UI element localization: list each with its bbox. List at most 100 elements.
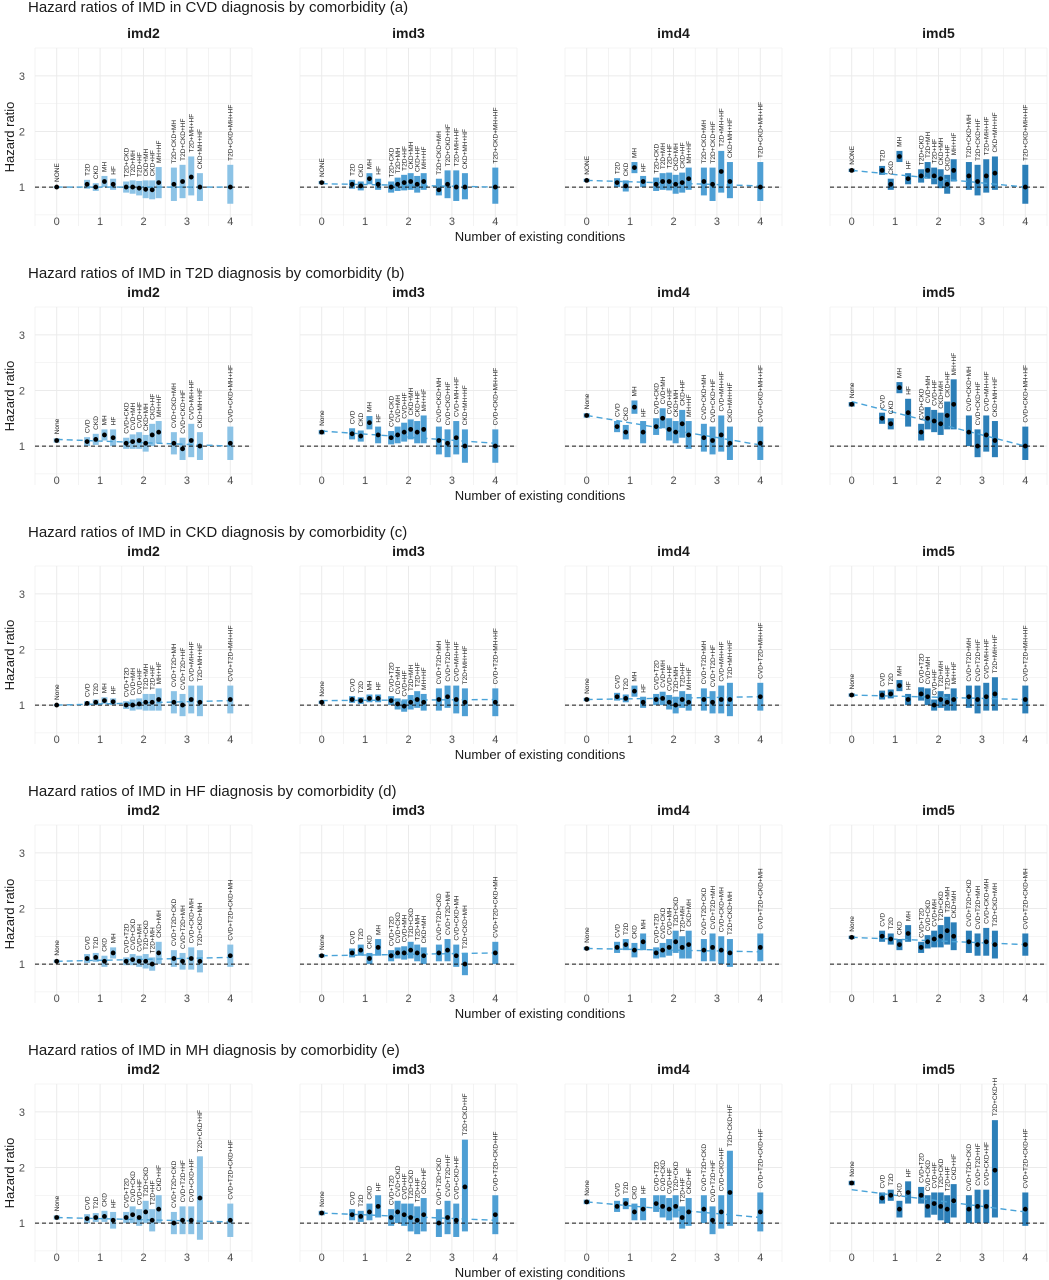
hr-point <box>931 702 937 708</box>
x-tick-label: 3 <box>184 475 190 487</box>
comorbidity-label: CVD+CKD <box>388 395 395 427</box>
hr-point <box>227 697 233 702</box>
comorbidity-label: CVD+CKD+HF <box>180 390 187 434</box>
x-tick-label: 4 <box>227 993 233 1005</box>
chart-panel-4: Hazard ratios of IMD in HF diagnosis by … <box>2 783 1048 1021</box>
hr-point <box>445 181 450 187</box>
comorbidity-label: HF <box>110 417 117 426</box>
hr-point <box>54 958 60 964</box>
comorbidity-label: CKD <box>367 935 374 949</box>
hr-point <box>367 695 372 701</box>
comorbidity-label: CVD+CKD <box>925 1160 932 1192</box>
x-tick-label: 4 <box>757 1252 763 1264</box>
hr-point <box>849 1180 855 1186</box>
comorbidity-label: CKD+MH+HF <box>727 118 734 158</box>
comorbidity-label: CVD+T2D <box>123 923 130 953</box>
hr-point <box>897 683 902 688</box>
hr-point <box>110 435 116 441</box>
comorbidity-label: CVD+CKD <box>918 388 925 420</box>
comorbidity-label: CVD+T2D+CKD <box>436 1158 443 1206</box>
comorbidity-label: CKD <box>358 412 365 426</box>
comorbidity-label: CVD+T2D+HF <box>710 1160 717 1202</box>
comorbidity-label: CVD+CKD <box>395 1165 402 1197</box>
comorbidity-label: T2D+MH <box>944 886 951 912</box>
comorbidity-label: CVD+HF <box>666 665 673 691</box>
hr-point <box>171 1220 177 1226</box>
hr-point <box>701 947 707 953</box>
hr-point <box>188 697 194 702</box>
hr-point <box>319 180 325 186</box>
comorbidity-label: CKD+HF <box>414 146 421 172</box>
y-axis-title: Hazard ratio <box>2 361 17 432</box>
x-tick-label: 4 <box>757 216 763 228</box>
hr-point <box>727 1190 733 1195</box>
hr-point <box>951 401 957 407</box>
comorbidity-label: CVD+T2D+CKD <box>966 879 973 927</box>
x-tick-label: 4 <box>492 734 498 746</box>
comorbidity-label: CVD+CKD+HF <box>984 1142 991 1186</box>
comorbidity-label: CKD+HF <box>679 380 686 406</box>
x-tick-label: 4 <box>492 216 498 228</box>
comorbidity-label: CVD <box>614 924 621 938</box>
comorbidity-label: CKD+MH <box>686 899 693 927</box>
facet-label: imd2 <box>127 25 160 41</box>
hr-point <box>149 1217 155 1223</box>
hr-point <box>975 443 980 449</box>
hr-point <box>710 699 715 705</box>
hr-point <box>918 691 924 697</box>
comorbidity-label: CVD <box>879 395 886 409</box>
comorbidity-label: CVD+T2D+HF <box>445 1155 452 1197</box>
y-tick-label: 2 <box>19 385 25 397</box>
comorbidity-label: CKD <box>888 161 895 175</box>
hr-point <box>408 699 414 705</box>
comorbidity-label: CVD+CKD+HF <box>719 1148 726 1192</box>
hr-point <box>686 1209 692 1215</box>
hr-point <box>375 1203 381 1209</box>
comorbidity-label: CVD+CKD+MH+HF <box>493 368 500 426</box>
comorbidity-label: CKD <box>623 407 630 421</box>
hr-point <box>358 433 364 439</box>
x-tick-label: 3 <box>714 475 720 487</box>
hr-point <box>983 173 989 179</box>
x-axis-title: Number of existing conditions <box>455 747 626 762</box>
comorbidity-label: T2D+CKD+HF <box>180 119 187 161</box>
comorbidity-label: CVD+CKD+HF <box>975 382 982 426</box>
hr-point <box>421 953 427 959</box>
hr-point <box>395 701 401 707</box>
hr-point <box>640 1206 646 1212</box>
comorbidity-label: CVD+CKD+HF <box>189 1159 196 1203</box>
hr-point <box>679 421 685 427</box>
hr-point <box>925 939 931 945</box>
hr-point <box>93 954 99 960</box>
comorbidity-label: None <box>849 382 856 398</box>
hr-point <box>54 1215 60 1220</box>
hr-point <box>614 180 620 186</box>
hr-point <box>640 429 646 435</box>
hr-point <box>653 950 659 956</box>
comorbidity-label: CVD+MH+HF <box>454 377 461 417</box>
comorbidity-label: CVD+MH+HF <box>984 639 991 679</box>
comorbidity-label: T2D+CKD+MH <box>701 120 708 164</box>
hr-point <box>156 1206 162 1212</box>
comorbidity-label: CKD <box>632 1186 639 1200</box>
hr-point <box>492 950 498 956</box>
hr-point <box>951 933 957 939</box>
comorbidity-label: CVD+MH <box>395 666 402 694</box>
comorbidity-label: T2D+HF <box>149 665 156 690</box>
hr-point <box>188 174 194 180</box>
ci-bar <box>974 429 981 458</box>
comorbidity-label: CVD+T2D+MH+HF <box>228 625 235 681</box>
comorbidity-label: T2D+HF <box>149 1180 156 1205</box>
hr-point <box>975 1203 980 1209</box>
hr-point <box>143 1209 149 1215</box>
x-tick-label: 0 <box>584 475 590 487</box>
comorbidity-label: T2D+MH <box>130 150 137 176</box>
hr-point <box>395 181 401 187</box>
facet-label: imd2 <box>127 543 160 559</box>
hr-point <box>149 187 155 193</box>
hr-point <box>453 697 459 702</box>
comorbidity-label: CKD+MH <box>421 915 428 943</box>
